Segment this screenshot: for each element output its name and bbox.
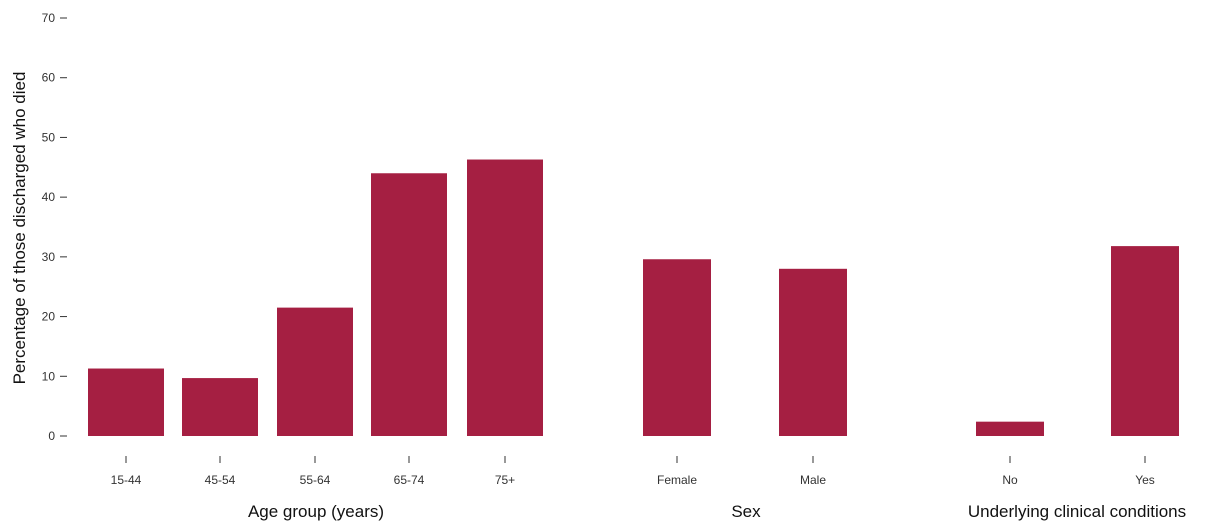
x-tick-label-45-54: 45-54 (205, 473, 236, 487)
bar-55-64 (277, 307, 353, 436)
y-tick-label-10: 10 (42, 369, 56, 383)
y-tick-label-60: 60 (42, 71, 56, 85)
x-tick-label-no: No (1002, 473, 1018, 487)
x-tick-label-female: Female (657, 473, 697, 487)
bar-female (643, 259, 711, 436)
y-tick-label-40: 40 (42, 190, 56, 204)
y-axis: 0 10 20 30 40 50 60 70 (42, 11, 67, 443)
group-label-2: Underlying clinical conditions (968, 502, 1186, 521)
y-tick-label-30: 30 (42, 250, 56, 264)
x-tick-label-65-74: 65-74 (394, 473, 425, 487)
bar-75- (467, 159, 543, 436)
bar-45-54 (182, 378, 258, 436)
y-tick-label-20: 20 (42, 310, 56, 324)
x-tick-label-male: Male (800, 473, 826, 487)
x-axis: 15-44 45-54 55-64 65-74 75+ Age group (years)… (111, 456, 1186, 521)
y-axis-label: Percentage of those discharged who died (10, 72, 29, 385)
x-tick-label-55-64: 55-64 (300, 473, 331, 487)
x-tick-label-75-: 75+ (495, 473, 515, 487)
y-tick-label-50: 50 (42, 130, 56, 144)
bar-15-44 (88, 368, 164, 436)
bar-65-74 (371, 173, 447, 436)
x-tick-label-yes: Yes (1135, 473, 1155, 487)
group-label-0: Age group (years) (248, 502, 384, 521)
y-tick-label-70: 70 (42, 11, 56, 25)
group-label-1: Sex (731, 502, 761, 521)
y-tick-label-0: 0 (48, 429, 55, 443)
x-tick-label-15-44: 15-44 (111, 473, 142, 487)
bar-yes (1111, 246, 1179, 436)
bars (88, 159, 1179, 436)
bar-no (976, 421, 1044, 436)
bar-male (779, 268, 847, 436)
